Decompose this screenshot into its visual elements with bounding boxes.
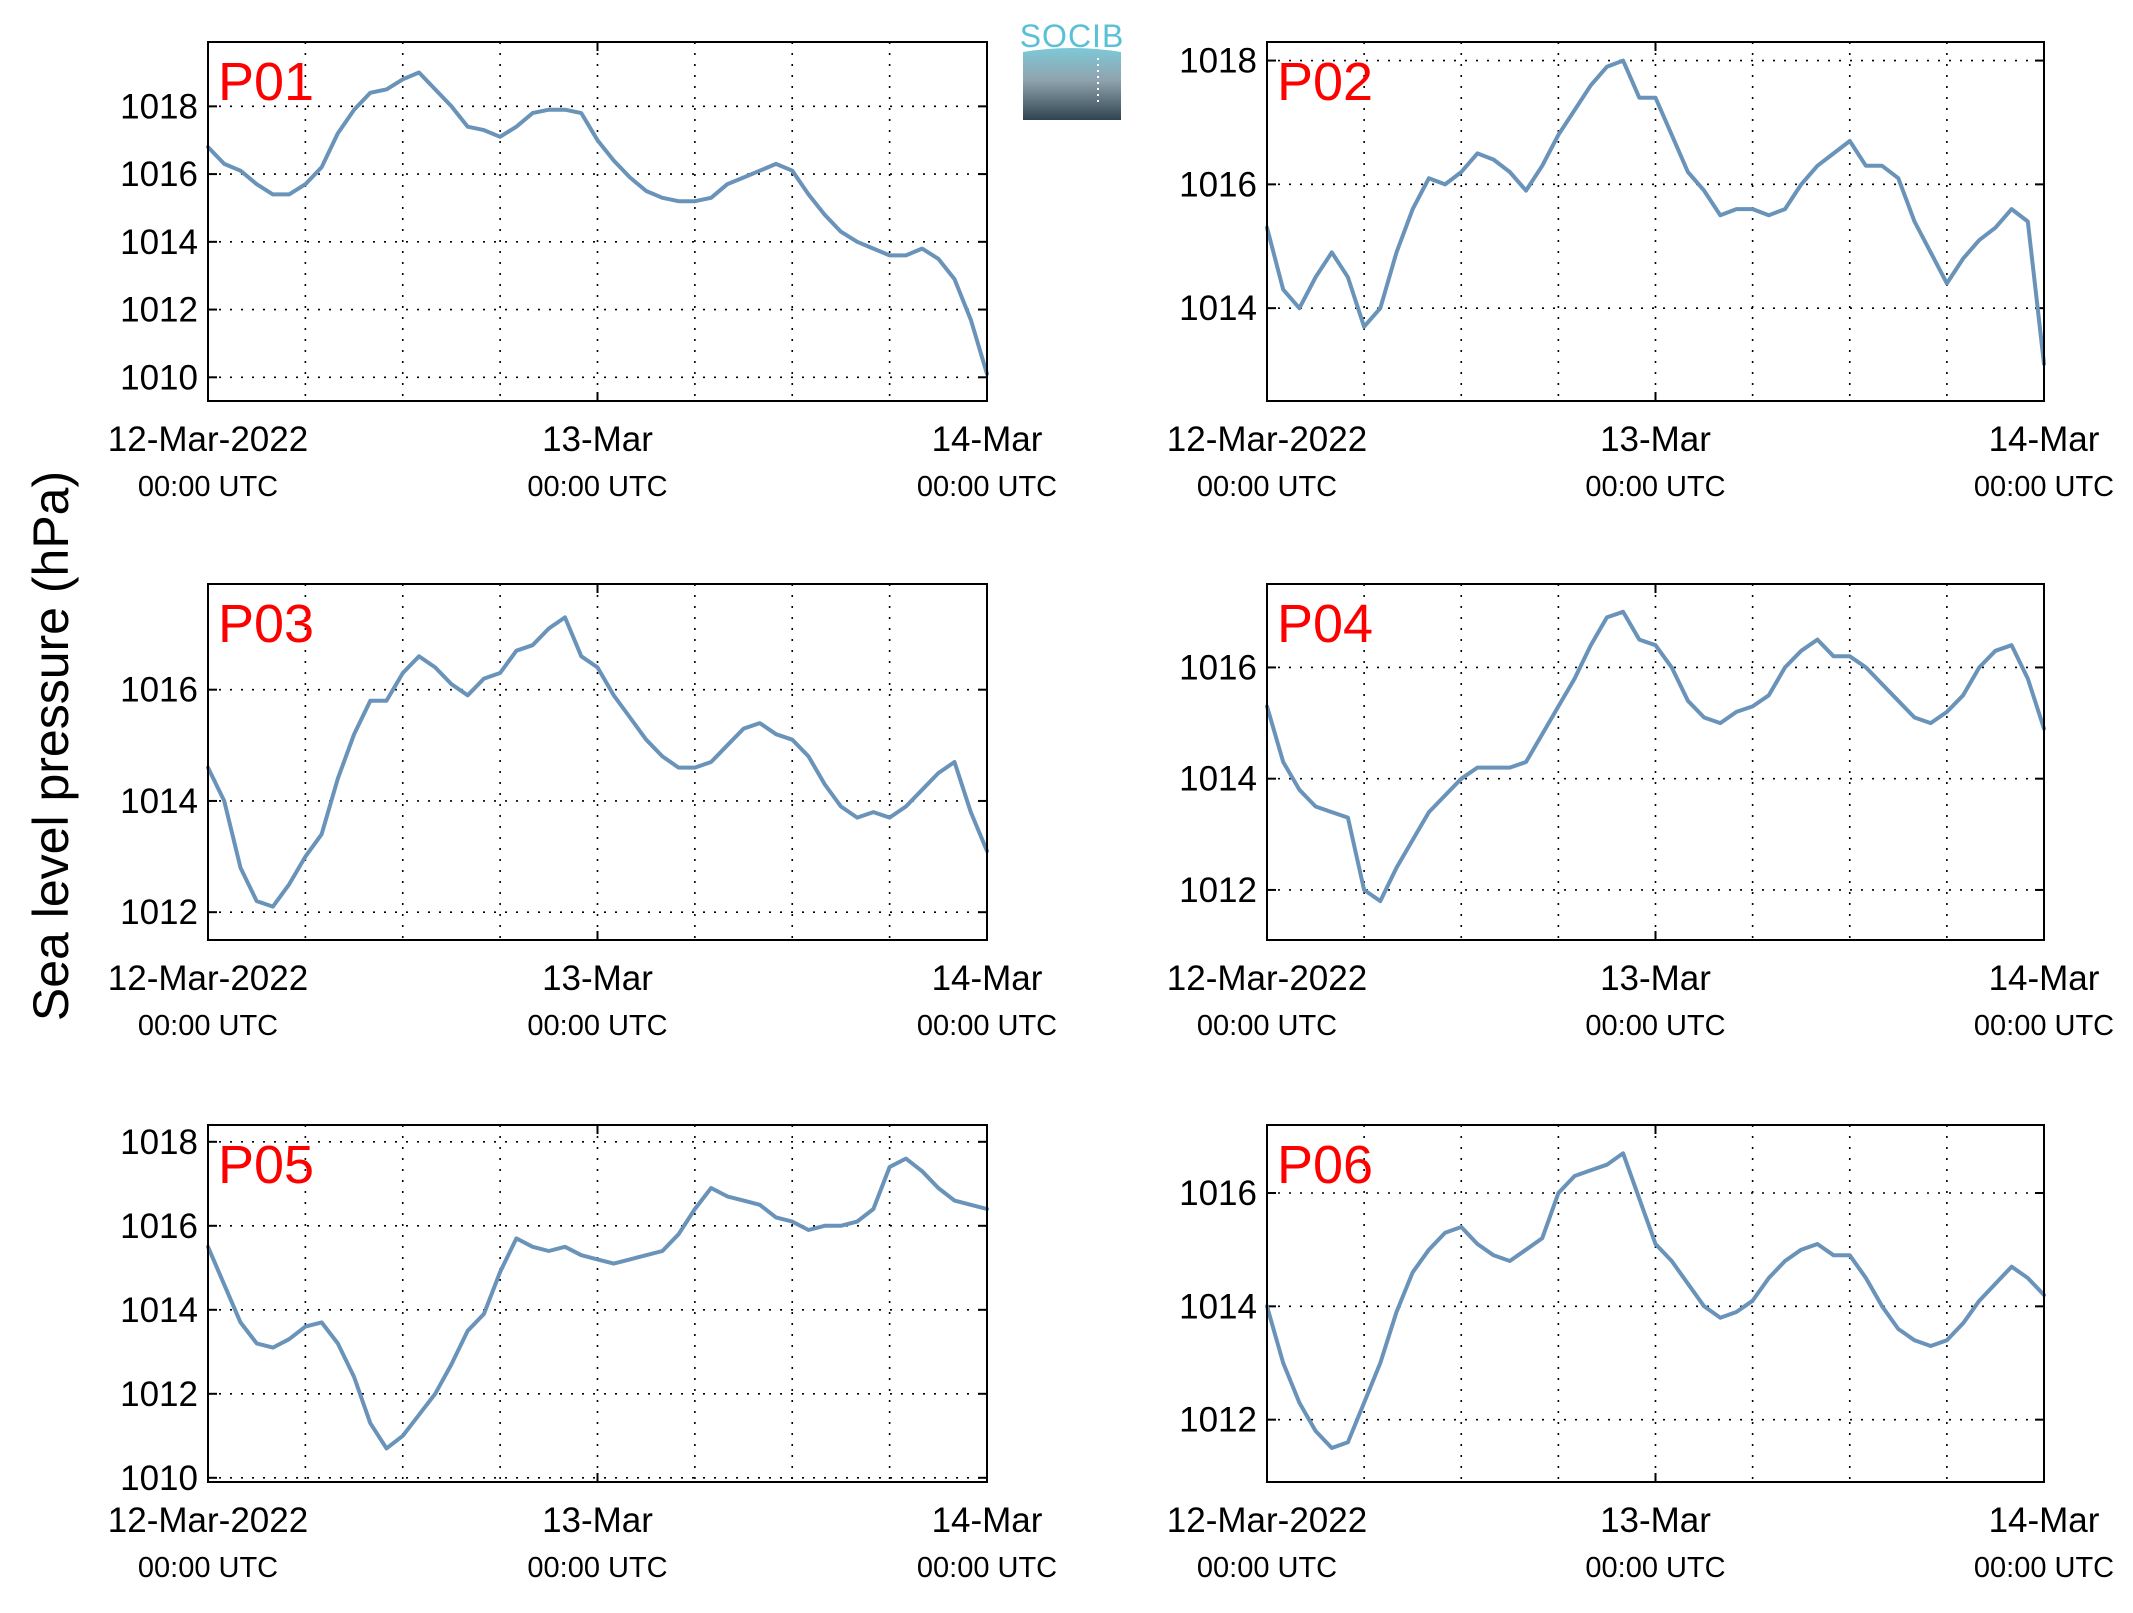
x-tick-label-date: 13-Mar [1600,959,1711,998]
x-tick-label-date: 14-Mar [932,1501,1043,1540]
x-tick-label-time: 00:00 UTC [1197,471,1337,503]
y-tick-label: 1012 [120,1375,198,1414]
logo-emblem [1023,48,1121,120]
x-tick-label-date: 12-Mar-2022 [108,1501,308,1540]
y-tick-label: 1016 [120,1207,198,1246]
series-line-p02 [1265,58,2046,366]
y-tick-label: 1016 [120,671,198,710]
y-tick-label: 1014 [120,223,198,262]
x-tick-label-time: 00:00 UTC [917,1010,1057,1042]
logo-text: SOCIB [1020,18,1125,54]
x-tick-label-date: 13-Mar [542,959,653,998]
x-tick-label-time: 00:00 UTC [1585,1010,1725,1042]
y-tick-label: 1012 [120,893,198,932]
x-tick-label-date: 13-Mar [542,420,653,459]
plot-frame [1266,41,2045,402]
x-tick-label-time: 00:00 UTC [1974,471,2114,503]
y-tick-label: 1018 [120,87,198,126]
x-tick-label-time: 00:00 UTC [1585,1552,1725,1584]
panel-p05: 1010 1012 1014 1016 1018 12-Mar-2022 00:00 UTC… [108,1123,1057,1584]
x-tick-label-date: 14-Mar [1989,959,2100,998]
x-tick-label-time: 00:00 UTC [1974,1552,2114,1584]
y-tick-label: 1012 [1179,1401,1257,1440]
x-tick-label-time: 00:00 UTC [138,1010,278,1042]
x-tick-label-date: 14-Mar [932,420,1043,459]
x-tick-label-date: 13-Mar [542,1501,653,1540]
x-tick-label-date: 14-Mar [1989,420,2100,459]
x-tick-label-time: 00:00 UTC [917,1552,1057,1584]
panel-p04: 1012 1014 1016 12-Mar-2022 00:00 UTC 13-Mar 00… [1167,583,2114,1042]
x-tick-label-date: 14-Mar [1989,1501,2100,1540]
socib-logo: SOCIB [1020,18,1125,120]
series-line-p01 [206,70,989,376]
x-tick-label-time: 00:00 UTC [527,1552,667,1584]
y-tick-label: 1014 [120,782,198,821]
y-tick-label: 1016 [1179,165,1257,204]
x-tick-label-date: 13-Mar [1600,1501,1711,1540]
x-tick-label-time: 00:00 UTC [527,1010,667,1042]
x-tick-label-time: 00:00 UTC [1974,1010,2114,1042]
x-tick-label-time: 00:00 UTC [1197,1552,1337,1584]
y-axis-label: Sea level pressure (hPa) [23,471,79,1021]
x-tick-label-time: 00:00 UTC [527,471,667,503]
y-tick-label: 1010 [120,1459,198,1498]
x-tick-label-time: 00:00 UTC [1585,471,1725,503]
y-tick-label: 1016 [120,155,198,194]
panel-label: P01 [218,52,314,112]
x-tick-label-time: 00:00 UTC [138,1552,278,1584]
plot-frame [207,41,988,402]
y-tick-label: 1010 [120,358,198,397]
x-tick-label-date: 14-Mar [932,959,1043,998]
y-tick-label: 1018 [1179,42,1257,81]
y-tick-label: 1018 [120,1123,198,1162]
y-tick-label: 1014 [1179,760,1257,799]
panel-label: P02 [1277,52,1373,112]
y-tick-label: 1012 [1179,871,1257,910]
plot-frame [207,1124,988,1483]
panel-label: P03 [218,594,314,654]
series-line-p04 [1265,609,2046,904]
panel-p01: 1010 1012 1014 1016 1018 12-Mar-2022 00:00 UTC… [108,41,1057,503]
x-tick-label-time: 00:00 UTC [917,471,1057,503]
x-tick-label-date: 12-Mar-2022 [108,420,308,459]
plot-frame [207,583,988,941]
series-line-p05 [206,1156,989,1451]
x-tick-label-date: 12-Mar-2022 [1167,959,1367,998]
x-tick-label-date: 13-Mar [1600,420,1711,459]
x-tick-label-time: 00:00 UTC [138,471,278,503]
panel-label: P04 [1277,594,1373,654]
x-tick-label-date: 12-Mar-2022 [1167,420,1367,459]
y-tick-label: 1016 [1179,648,1257,687]
x-tick-label-date: 12-Mar-2022 [108,959,308,998]
y-tick-label: 1016 [1179,1174,1257,1213]
y-tick-label: 1014 [120,1291,198,1330]
panel-label: P06 [1277,1135,1373,1195]
panel-p02: 1014 1016 1018 12-Mar-2022 00:00 UTC 13-Mar 00… [1167,41,2114,503]
x-tick-label-time: 00:00 UTC [1197,1010,1337,1042]
y-tick-label: 1014 [1179,1287,1257,1326]
y-tick-label: 1012 [120,291,198,330]
panel-p03: 1012 1014 1016 12-Mar-2022 00:00 UTC 13-Mar 00… [108,583,1057,1042]
y-tick-label: 1014 [1179,289,1257,328]
plot-frame [1266,1124,2045,1483]
panel-label: P05 [218,1135,314,1195]
panel-p06: 1012 1014 1016 12-Mar-2022 00:00 UTC 13-Mar 00… [1167,1124,2114,1584]
plot-frame [1266,583,2045,941]
series-line-p03 [206,615,989,909]
x-tick-label-date: 12-Mar-2022 [1167,1501,1367,1540]
series-line-p06 [1265,1151,2046,1450]
